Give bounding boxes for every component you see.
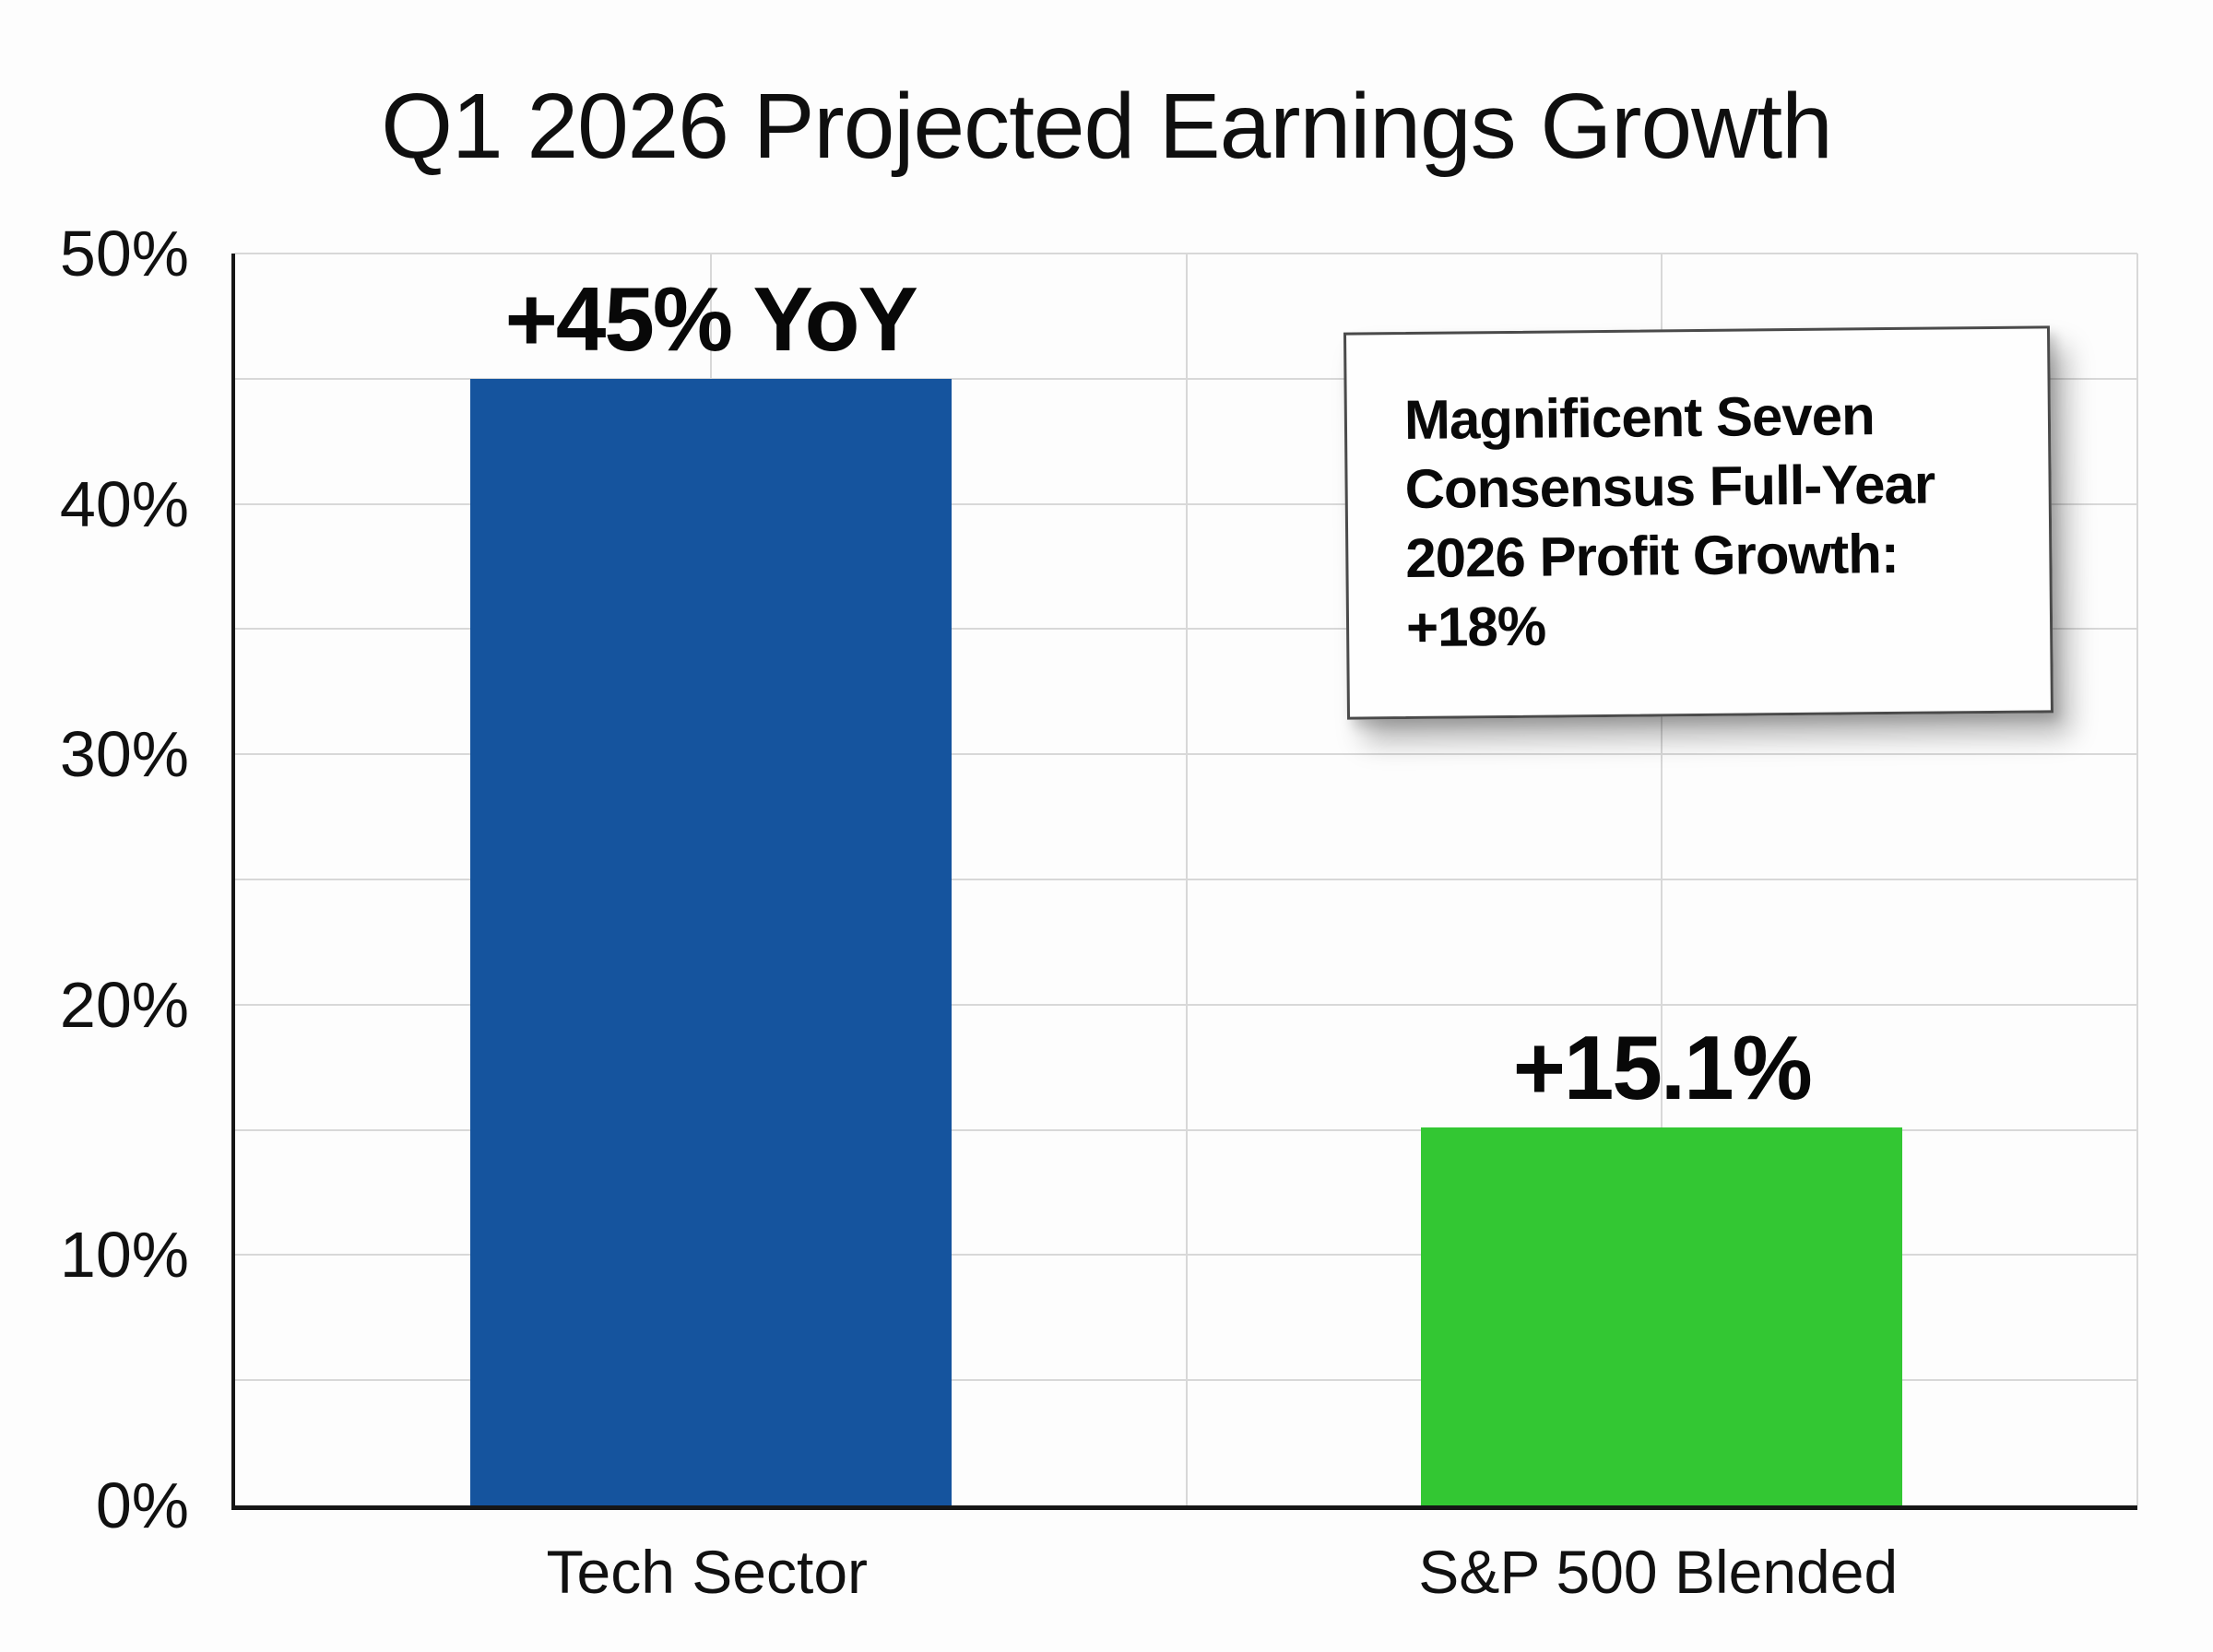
y-tick-label-10: 10% — [59, 1219, 189, 1292]
x-axis-labels: Tech Sector S&P 500 Blended — [231, 1538, 2134, 1611]
bar-tech-sector — [469, 378, 952, 1505]
y-tick-label-30: 30% — [59, 718, 189, 791]
y-tick-label-20: 20% — [59, 968, 189, 1041]
plot-area: +45% YoY +15.1% — [231, 253, 2138, 1510]
x-tick-label-tech-sector: Tech Sector — [546, 1538, 869, 1606]
gridline-v-100 — [2136, 254, 2138, 1505]
y-axis-labels: 0% 10% 20% 30% 40% 50% — [0, 221, 189, 1538]
annotation-box: Magnificent Seven Consensus Full-Year 20… — [1343, 325, 2053, 720]
chart-title: Q1 2026 Projected Earnings Growth — [381, 75, 1832, 178]
bar-s-p-500-blended — [1421, 1127, 1903, 1505]
x-tick-label-s-p-500-blended: S&P 500 Blended — [1418, 1538, 1899, 1606]
value-label-s-p-500-blended: +15.1% — [1512, 1016, 1813, 1118]
gridline-v-50 — [1185, 254, 1188, 1505]
y-tick-label-40: 40% — [59, 467, 189, 540]
value-label-tech-sector: +45% YoY — [504, 267, 918, 370]
y-tick-label-0: 0% — [95, 1469, 189, 1541]
annotation-text: Magnificent Seven Consensus Full-Year 20… — [1403, 384, 1935, 659]
gridline-v-75 — [1661, 254, 1663, 1505]
y-tick-label-50: 50% — [59, 218, 189, 289]
